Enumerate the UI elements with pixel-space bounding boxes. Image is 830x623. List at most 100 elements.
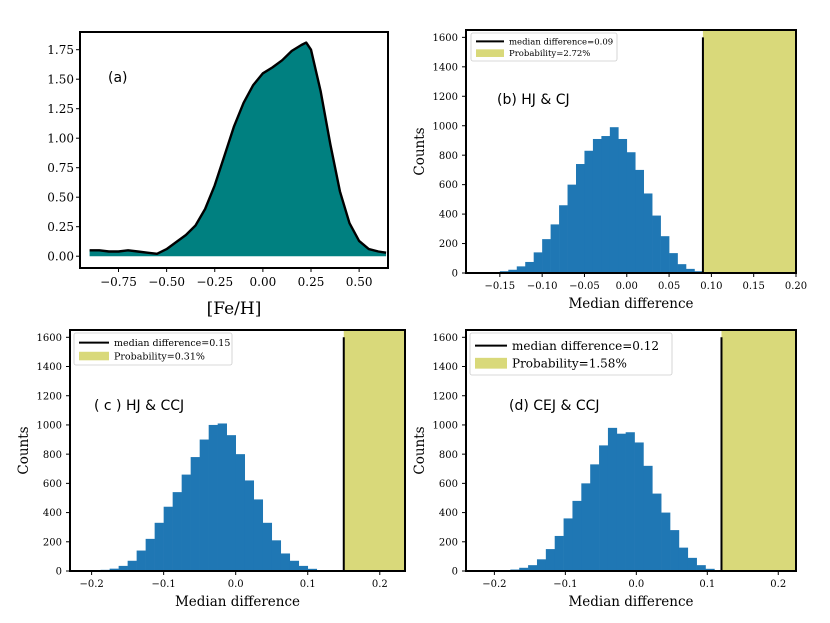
histogram-bar	[244, 480, 255, 571]
y-tick-label: 1400	[37, 362, 62, 373]
legend-patch-label: Probability=1.58%	[512, 356, 627, 370]
plot-area-b	[491, 30, 796, 273]
axes-frame	[465, 329, 797, 572]
histogram-bar	[172, 492, 182, 571]
x-axis-label: Median difference	[568, 296, 693, 312]
x-axis-label: [Fe/H]	[207, 299, 262, 319]
x-tick-label: 0.05	[658, 281, 680, 292]
x-tick-label: −0.2	[79, 579, 103, 590]
legend: median difference=0.12 Probability=1.58%	[469, 332, 673, 376]
histogram-bar	[652, 215, 661, 273]
y-tick-label: 1000	[433, 121, 458, 132]
y-tick-label: 1.75	[47, 43, 74, 57]
y-tick-label: 800	[439, 151, 458, 162]
y-tick-label: 0.25	[47, 220, 74, 234]
histogram-bar	[235, 454, 246, 571]
kde-line	[89, 41, 387, 255]
x-tick-label: 0.0	[628, 579, 644, 590]
histogram-bar	[643, 465, 653, 571]
histogram-bar	[696, 565, 706, 571]
y-tick-label: 0	[56, 567, 62, 578]
x-tick-label: 0.15	[743, 281, 765, 292]
histogram-bar	[542, 239, 551, 273]
x-axis-label: Median difference	[568, 594, 693, 610]
histogram-bar	[528, 565, 538, 571]
histogram-bar	[616, 433, 626, 571]
histogram-bar	[253, 499, 264, 571]
histogram-bar	[678, 547, 689, 571]
histogram-bar	[626, 152, 636, 273]
histogram-bar	[554, 535, 564, 571]
histogram-bar	[550, 224, 560, 273]
histogram-bar	[508, 269, 518, 273]
x-tick-label: −0.05	[569, 281, 600, 292]
y-tick-label: 400	[439, 210, 458, 221]
x-tick-label: 0.0	[228, 579, 244, 590]
y-tick-label: 600	[439, 180, 458, 191]
y-tick-label: 0.75	[47, 161, 74, 175]
legend-patch-label: Probability=2.72%	[509, 49, 590, 59]
histogram-bar	[217, 423, 227, 571]
y-axis-label: Counts	[412, 426, 428, 474]
y-tick-label: 200	[43, 537, 62, 548]
legend-patch-marker	[475, 357, 507, 369]
axes-frame	[69, 329, 406, 572]
histogram-bar	[271, 540, 282, 571]
histogram-bar	[262, 522, 273, 571]
probability-region	[343, 330, 405, 571]
histogram-bar	[677, 264, 687, 273]
x-tick-label: 0.25	[298, 275, 325, 289]
histogram-bar	[572, 500, 582, 571]
probability-region	[702, 30, 796, 273]
y-tick-label: 1600	[37, 333, 62, 344]
histogram-bar	[607, 427, 618, 571]
y-tick-label: 400	[43, 508, 62, 519]
histogram-bar	[599, 445, 609, 571]
histogram-bar	[559, 205, 568, 273]
y-tick-label: 0	[452, 269, 458, 280]
histogram-bar	[154, 522, 164, 571]
y-tick-label: 800	[439, 450, 458, 461]
histogram-bar	[136, 550, 146, 571]
x-tick-label: 0.00	[250, 275, 277, 289]
legend: median difference=0.09 Probability=2.72%	[470, 32, 618, 62]
histogram-bar	[686, 268, 695, 273]
plot-area-d	[501, 330, 796, 571]
histogram-bar	[127, 560, 137, 571]
y-tick-label: 1200	[37, 391, 62, 402]
kde-area	[89, 42, 387, 257]
y-tick-label: 600	[43, 479, 62, 490]
histogram-bar	[109, 568, 119, 571]
histogram-bar	[226, 435, 236, 571]
histogram-bar	[652, 493, 662, 571]
histogram-bar	[625, 432, 635, 571]
histogram-bar	[590, 464, 600, 571]
histogram-bar	[145, 538, 155, 571]
histogram-bar	[705, 568, 715, 571]
x-tick-label: −0.15	[485, 281, 516, 292]
x-tick-label: 0.1	[300, 579, 316, 590]
y-tick-label: 1000	[433, 421, 458, 432]
histogram-bar	[536, 559, 547, 571]
y-tick-label: 1200	[433, 391, 458, 402]
histogram-bar	[545, 549, 556, 571]
y-tick-label: 1400	[433, 362, 458, 373]
histogram-bar	[190, 457, 200, 571]
legend: median difference=0.15 Probability=0.31%	[73, 332, 233, 366]
panel-label: (b) HJ & CJ	[497, 92, 570, 108]
x-tick-label: −0.10	[527, 281, 558, 292]
histogram-bar	[533, 252, 543, 273]
x-tick-label: 0.20	[785, 281, 807, 292]
histogram-bar	[687, 557, 697, 571]
panel-a: −0.75 −0.50 −0.25 0.00 0.25 0.50 0.00 0.25 0.50 0…	[47, 31, 389, 319]
y-tick-label: 0.50	[47, 191, 74, 205]
y-tick-label: 1.25	[47, 102, 74, 116]
legend-box	[73, 332, 233, 366]
axes-frame	[465, 29, 797, 274]
histogram-bar	[563, 518, 573, 571]
histogram-bar	[208, 424, 218, 571]
histogram-bar	[660, 236, 670, 273]
x-tick-label: 0.2	[770, 579, 786, 590]
histogram-bar	[576, 164, 585, 273]
